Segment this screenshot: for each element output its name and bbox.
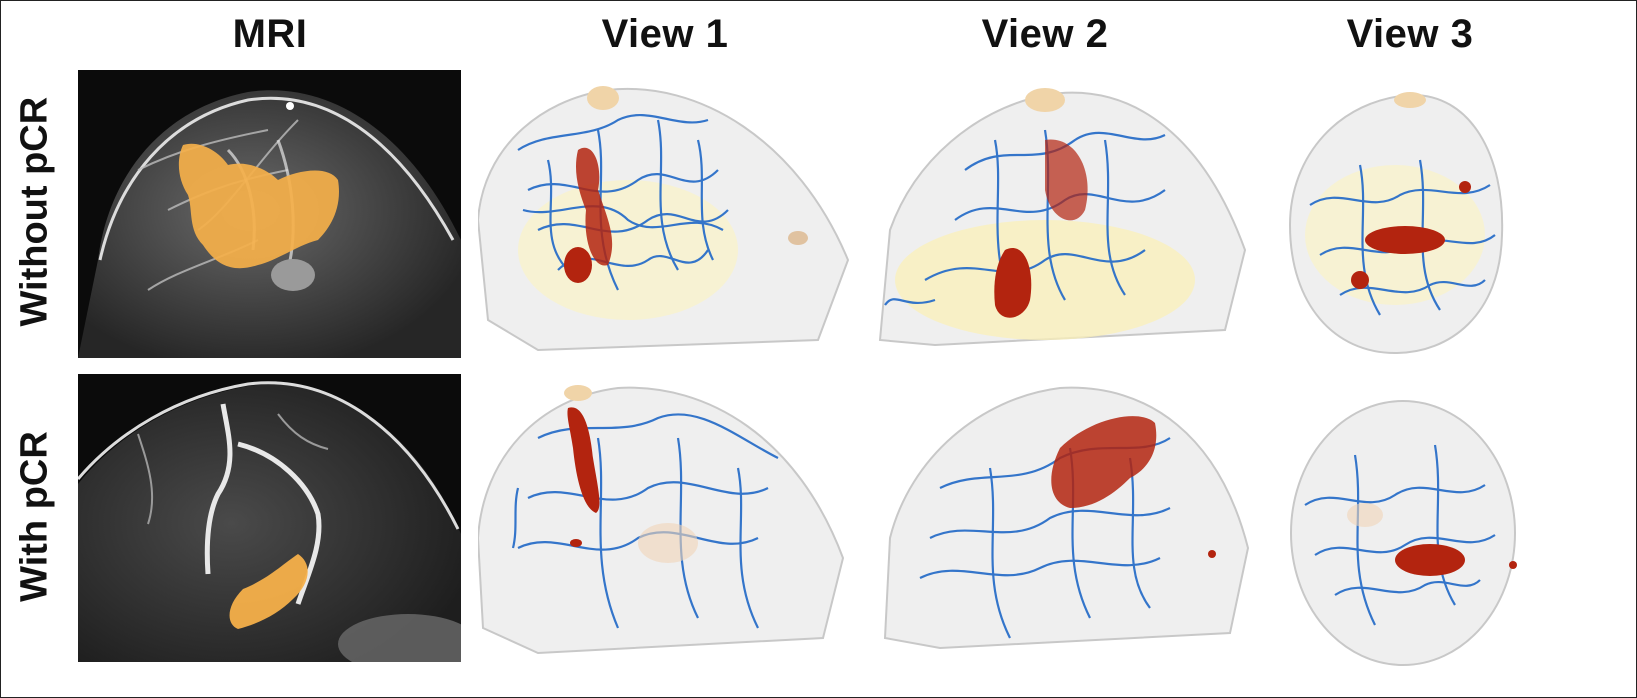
3d-render-view1-with-pcr — [478, 378, 858, 668]
3d-render-view2-without-pcr — [875, 80, 1255, 360]
3d-render-view3-with-pcr — [1285, 395, 1520, 670]
3d-render-view2-with-pcr — [880, 378, 1255, 668]
row-label-with-pcr: With pCR — [13, 431, 56, 602]
row-label-without-pcr: Without pCR — [13, 96, 56, 327]
column-title-view3: View 3 — [1346, 12, 1474, 56]
mri-image-with-pcr — [78, 374, 461, 662]
mri-image-without-pcr — [78, 70, 461, 358]
column-title-mri: MRI — [232, 12, 308, 56]
column-title-view1: View 1 — [601, 12, 729, 56]
3d-render-view1-without-pcr — [478, 70, 858, 360]
3d-render-view3-without-pcr — [1280, 85, 1515, 360]
column-title-view2: View 2 — [981, 12, 1109, 56]
